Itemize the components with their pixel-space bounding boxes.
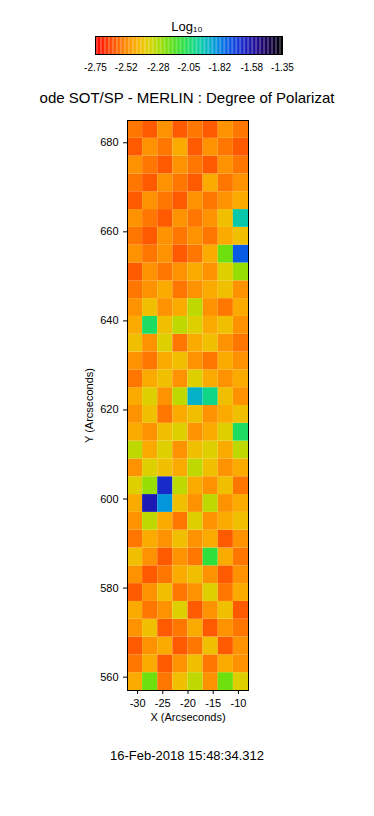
svg-text:620: 620: [100, 403, 118, 415]
svg-text:660: 660: [100, 225, 118, 237]
svg-text:-25: -25: [155, 697, 171, 709]
html-text:Log₁₀: Log₁₀: [171, 19, 203, 34]
svg-text:X (Arcseconds): X (Arcseconds): [150, 711, 225, 723]
svg-text:-20: -20: [180, 697, 196, 709]
svg-text:-2.05: -2.05: [178, 62, 201, 73]
svg-text:-30: -30: [130, 697, 146, 709]
svg-text:-10: -10: [230, 697, 246, 709]
svg-text:-2.52: -2.52: [115, 62, 138, 73]
svg-text:Y (Arcseconds): Y (Arcseconds): [83, 368, 95, 443]
svg-text:-2.75: -2.75: [84, 62, 107, 73]
svg-text:600: 600: [100, 493, 118, 505]
svg-text:-15: -15: [205, 697, 221, 709]
svg-text:640: 640: [100, 314, 118, 326]
svg-text:560: 560: [100, 671, 118, 683]
svg-text:580: 580: [100, 582, 118, 594]
svg-text:680: 680: [100, 136, 118, 148]
svg-text:-1.82: -1.82: [208, 62, 231, 73]
html-text:ode SOT/SP - MERLIN : Degree o: ode SOT/SP - MERLIN : Degree of Polariza…: [39, 89, 335, 106]
svg-text:-1.58: -1.58: [240, 62, 263, 73]
svg-text:-1.35: -1.35: [271, 62, 294, 73]
html-text:16-Feb-2018 15:48:34.312: 16-Feb-2018 15:48:34.312: [110, 748, 264, 763]
svg-text:-2.28: -2.28: [147, 62, 170, 73]
